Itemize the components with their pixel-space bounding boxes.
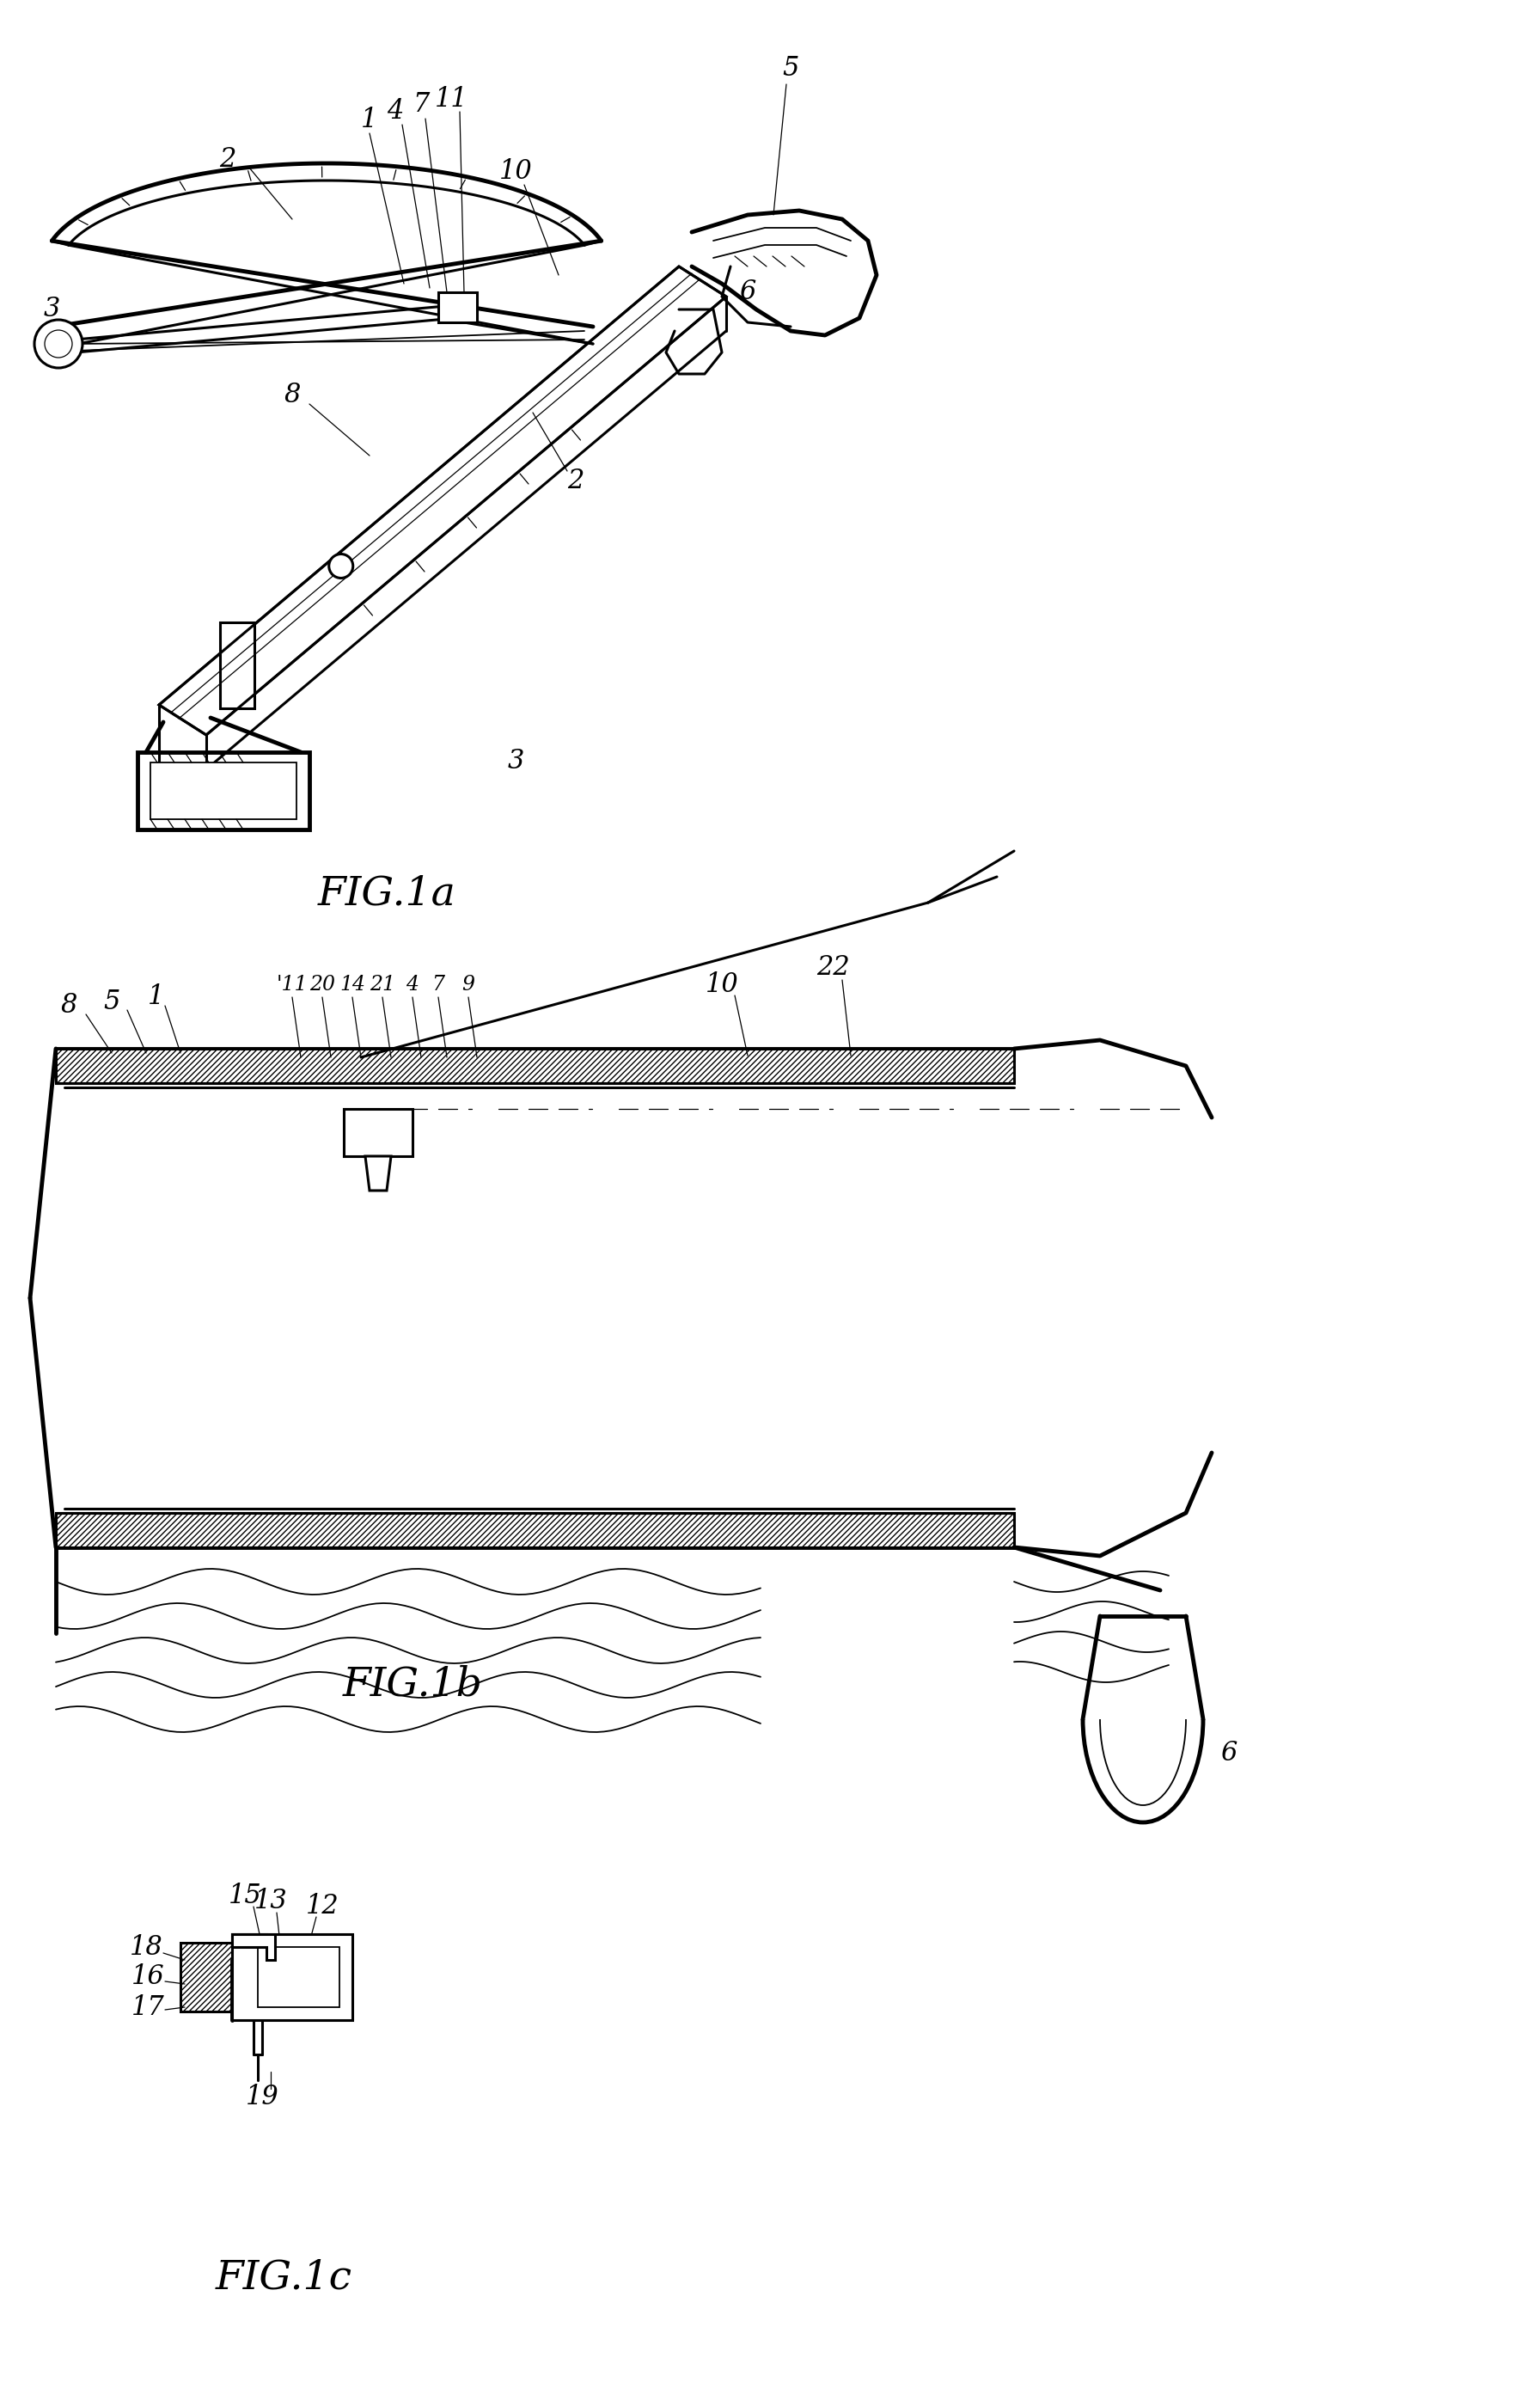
Text: 2: 2 (219, 146, 236, 172)
Text: 7: 7 (431, 974, 445, 993)
Text: 6: 6 (739, 279, 756, 306)
Text: 1: 1 (362, 107, 377, 134)
Text: FIG.1a: FIG.1a (317, 874, 456, 915)
Text: 20: 20 (310, 974, 336, 993)
Bar (343, 1108, 379, 1156)
Text: 14: 14 (339, 974, 365, 993)
Text: 4: 4 (387, 98, 403, 124)
Polygon shape (439, 291, 477, 322)
Text: 4: 4 (407, 974, 419, 993)
Text: 2: 2 (374, 1125, 391, 1153)
Polygon shape (233, 1934, 353, 2020)
Text: 7: 7 (413, 91, 430, 117)
Text: 3: 3 (507, 747, 524, 774)
Text: 2: 2 (567, 468, 584, 494)
Text: 9: 9 (462, 974, 474, 993)
Polygon shape (220, 621, 254, 707)
Text: 3: 3 (43, 296, 60, 322)
Text: 15: 15 (228, 1882, 262, 1908)
Text: 11: 11 (434, 86, 468, 112)
Polygon shape (159, 267, 727, 736)
Text: 19: 19 (245, 2085, 279, 2111)
Text: 10: 10 (705, 972, 739, 998)
Polygon shape (365, 1156, 391, 1192)
Text: 8: 8 (60, 993, 77, 1020)
Text: FIG.1b: FIG.1b (342, 1664, 482, 1705)
Text: 21: 21 (370, 974, 396, 993)
Text: 5: 5 (782, 55, 799, 81)
Bar (55, 1514, 1013, 1547)
Polygon shape (151, 762, 297, 819)
Text: 8: 8 (283, 382, 300, 408)
Polygon shape (233, 1934, 276, 1961)
Text: 5: 5 (103, 989, 120, 1015)
Text: '11: '11 (277, 974, 308, 993)
Text: 17: 17 (131, 1994, 165, 2020)
Text: 1: 1 (148, 984, 165, 1010)
Text: 12: 12 (305, 1894, 339, 1920)
Circle shape (330, 554, 353, 578)
Text: 18: 18 (129, 1934, 163, 1961)
Text: 13: 13 (254, 1889, 288, 1915)
Bar (343, 1108, 413, 1156)
Text: 16: 16 (131, 1963, 165, 1992)
Polygon shape (257, 1946, 339, 2008)
Bar (440, 294, 456, 320)
Bar (55, 1048, 1013, 1084)
Polygon shape (137, 752, 310, 829)
Text: 6: 6 (1221, 1741, 1237, 1767)
Bar (233, 1934, 266, 1946)
Bar (180, 1944, 233, 2011)
Text: 10: 10 (499, 158, 533, 186)
Circle shape (45, 330, 72, 358)
Text: 22: 22 (816, 953, 850, 981)
Text: FIG.1c: FIG.1c (216, 2259, 353, 2297)
Circle shape (34, 320, 83, 368)
